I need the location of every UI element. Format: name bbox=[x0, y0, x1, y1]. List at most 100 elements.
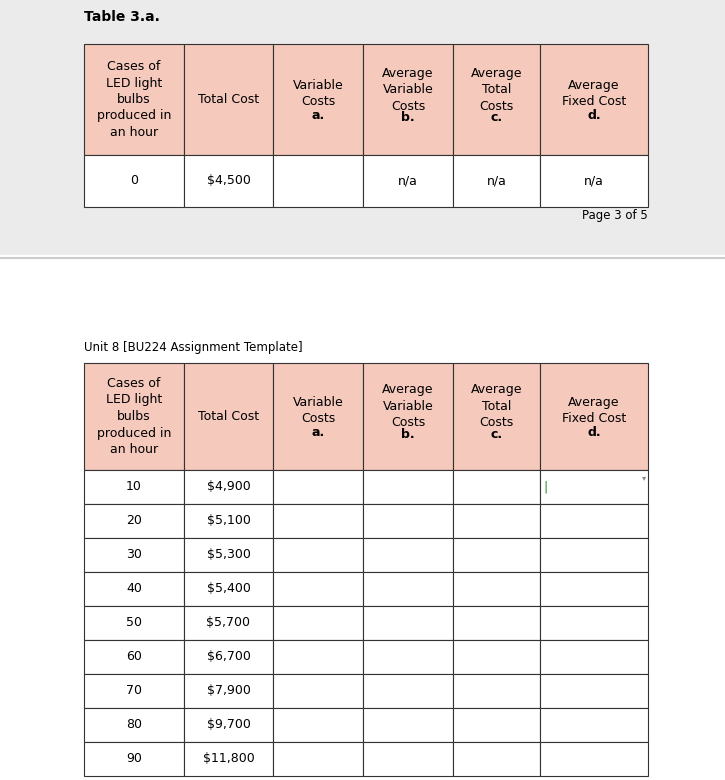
Text: $5,300: $5,300 bbox=[207, 548, 250, 562]
Text: Average
Variable
Costs: Average Variable Costs bbox=[382, 384, 434, 430]
Bar bbox=[84, 640, 184, 674]
Bar bbox=[84, 363, 184, 470]
Bar bbox=[363, 708, 453, 742]
Text: d.: d. bbox=[587, 426, 601, 439]
Bar bbox=[84, 606, 184, 640]
Text: Cases of
LED light
bulbs
produced in
an hour: Cases of LED light bulbs produced in an … bbox=[97, 60, 171, 139]
Bar bbox=[363, 742, 453, 776]
Text: 10: 10 bbox=[126, 480, 142, 494]
Text: Table 3.a.: Table 3.a. bbox=[84, 10, 160, 24]
Bar bbox=[184, 363, 273, 470]
Bar bbox=[363, 44, 453, 155]
Bar bbox=[273, 538, 363, 572]
Bar bbox=[84, 742, 184, 776]
Bar bbox=[453, 640, 540, 674]
Bar bbox=[184, 470, 273, 504]
Text: Total Cost: Total Cost bbox=[198, 410, 259, 423]
Text: 70: 70 bbox=[126, 685, 142, 697]
Text: b.: b. bbox=[401, 111, 415, 124]
Bar bbox=[363, 538, 453, 572]
Text: Cases of
LED light
bulbs
produced in
an hour: Cases of LED light bulbs produced in an … bbox=[97, 377, 171, 456]
Text: Average
Variable
Costs: Average Variable Costs bbox=[382, 66, 434, 112]
Text: $6,700: $6,700 bbox=[207, 651, 250, 664]
Text: 90: 90 bbox=[126, 753, 142, 765]
Bar bbox=[273, 640, 363, 674]
Bar bbox=[84, 538, 184, 572]
Text: |: | bbox=[543, 480, 547, 494]
Text: d.: d. bbox=[587, 109, 601, 122]
Bar bbox=[84, 572, 184, 606]
Text: n/a: n/a bbox=[486, 175, 507, 187]
Bar bbox=[184, 640, 273, 674]
Bar bbox=[540, 742, 648, 776]
Bar bbox=[453, 538, 540, 572]
Bar bbox=[540, 674, 648, 708]
Bar bbox=[363, 470, 453, 504]
Bar bbox=[273, 155, 363, 207]
Bar bbox=[453, 44, 540, 155]
Text: 40: 40 bbox=[126, 583, 142, 595]
Bar bbox=[84, 155, 184, 207]
Text: $4,500: $4,500 bbox=[207, 175, 250, 187]
Text: $5,400: $5,400 bbox=[207, 583, 250, 595]
Bar bbox=[184, 606, 273, 640]
Bar bbox=[453, 363, 540, 470]
Text: Average
Fixed Cost: Average Fixed Cost bbox=[562, 79, 626, 108]
Text: 30: 30 bbox=[126, 548, 142, 562]
Bar bbox=[453, 572, 540, 606]
Text: $4,900: $4,900 bbox=[207, 480, 250, 494]
Bar bbox=[84, 674, 184, 708]
Text: c.: c. bbox=[490, 111, 502, 124]
Bar bbox=[184, 708, 273, 742]
Text: $9,700: $9,700 bbox=[207, 718, 250, 732]
Text: $11,800: $11,800 bbox=[202, 753, 254, 765]
Bar bbox=[453, 742, 540, 776]
Text: 60: 60 bbox=[126, 651, 142, 664]
Bar bbox=[540, 538, 648, 572]
Bar bbox=[453, 606, 540, 640]
Bar bbox=[363, 606, 453, 640]
Bar bbox=[540, 606, 648, 640]
Bar bbox=[540, 708, 648, 742]
Bar bbox=[540, 470, 648, 504]
Bar bbox=[184, 504, 273, 538]
Bar bbox=[84, 504, 184, 538]
Text: Page 3 of 5: Page 3 of 5 bbox=[582, 208, 648, 222]
Bar bbox=[540, 640, 648, 674]
Text: 0: 0 bbox=[130, 175, 138, 187]
Bar bbox=[273, 742, 363, 776]
Bar bbox=[273, 504, 363, 538]
Text: 20: 20 bbox=[126, 515, 142, 527]
Text: Average
Total
Costs: Average Total Costs bbox=[471, 384, 522, 430]
Bar bbox=[273, 363, 363, 470]
Text: b.: b. bbox=[401, 428, 415, 441]
Bar bbox=[540, 504, 648, 538]
Text: n/a: n/a bbox=[584, 175, 604, 187]
Bar bbox=[84, 470, 184, 504]
Bar bbox=[273, 44, 363, 155]
Bar bbox=[453, 674, 540, 708]
Bar bbox=[273, 606, 363, 640]
Text: Total Cost: Total Cost bbox=[198, 93, 259, 106]
Text: Average
Total
Costs: Average Total Costs bbox=[471, 66, 522, 112]
Bar bbox=[273, 708, 363, 742]
Bar bbox=[363, 363, 453, 470]
Bar bbox=[363, 572, 453, 606]
Bar bbox=[184, 572, 273, 606]
Bar bbox=[363, 504, 453, 538]
Text: Unit 8 [BU224 Assignment Template]: Unit 8 [BU224 Assignment Template] bbox=[84, 342, 302, 354]
Bar bbox=[184, 538, 273, 572]
Text: Variable
Costs: Variable Costs bbox=[293, 395, 344, 425]
Bar bbox=[84, 708, 184, 742]
Bar bbox=[0, 255, 725, 780]
Text: $7,900: $7,900 bbox=[207, 685, 250, 697]
Text: a.: a. bbox=[311, 109, 325, 122]
Text: a.: a. bbox=[311, 426, 325, 439]
Bar bbox=[84, 44, 184, 155]
Bar bbox=[453, 708, 540, 742]
Bar bbox=[453, 504, 540, 538]
Bar bbox=[273, 572, 363, 606]
Bar bbox=[184, 674, 273, 708]
Bar bbox=[453, 155, 540, 207]
Text: 80: 80 bbox=[126, 718, 142, 732]
